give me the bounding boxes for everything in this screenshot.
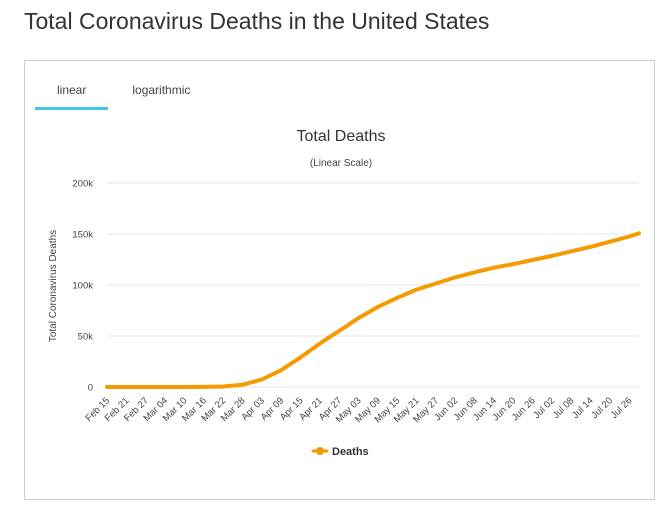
y-tick-label: 0 bbox=[88, 383, 93, 394]
y-tick-label: 50k bbox=[78, 332, 94, 343]
x-tick-label: Jul 08 bbox=[551, 395, 577, 421]
scale-tabs: linear logarithmic bbox=[35, 73, 212, 110]
x-tick-label: Jul 20 bbox=[589, 395, 615, 421]
y-tick-label: 200k bbox=[72, 179, 93, 190]
legend[interactable]: Deaths bbox=[311, 446, 369, 458]
deaths-chart: Total Deaths (Linear Scale) Total Corona… bbox=[48, 128, 641, 458]
page-title: Total Coronavirus Deaths in the United S… bbox=[24, 8, 490, 34]
legend-label-deaths: Deaths bbox=[332, 446, 369, 458]
legend-marker-icon bbox=[316, 447, 324, 455]
chart-title: Total Deaths bbox=[297, 128, 386, 145]
grid-lines bbox=[107, 182, 639, 388]
series-line-deaths bbox=[105, 231, 641, 389]
y-axis-ticks: 0 50k 100k 150k 200k bbox=[72, 179, 93, 394]
x-tick-label: Jul 02 bbox=[531, 395, 557, 421]
chart-subtitle: (Linear Scale) bbox=[310, 158, 372, 169]
y-tick-label: 100k bbox=[72, 281, 93, 292]
tab-logarithmic[interactable]: logarithmic bbox=[132, 83, 191, 97]
x-tick-label: Jul 14 bbox=[570, 395, 596, 421]
y-axis-label: Total Coronavirus Deaths bbox=[48, 230, 59, 342]
y-tick-label: 150k bbox=[72, 230, 93, 241]
chart-card: linear logarithmic Total Deaths (Linear … bbox=[24, 60, 655, 500]
series-deaths bbox=[105, 231, 641, 389]
x-tick-label: Jul 26 bbox=[609, 395, 635, 421]
tab-linear[interactable]: linear bbox=[35, 73, 109, 110]
